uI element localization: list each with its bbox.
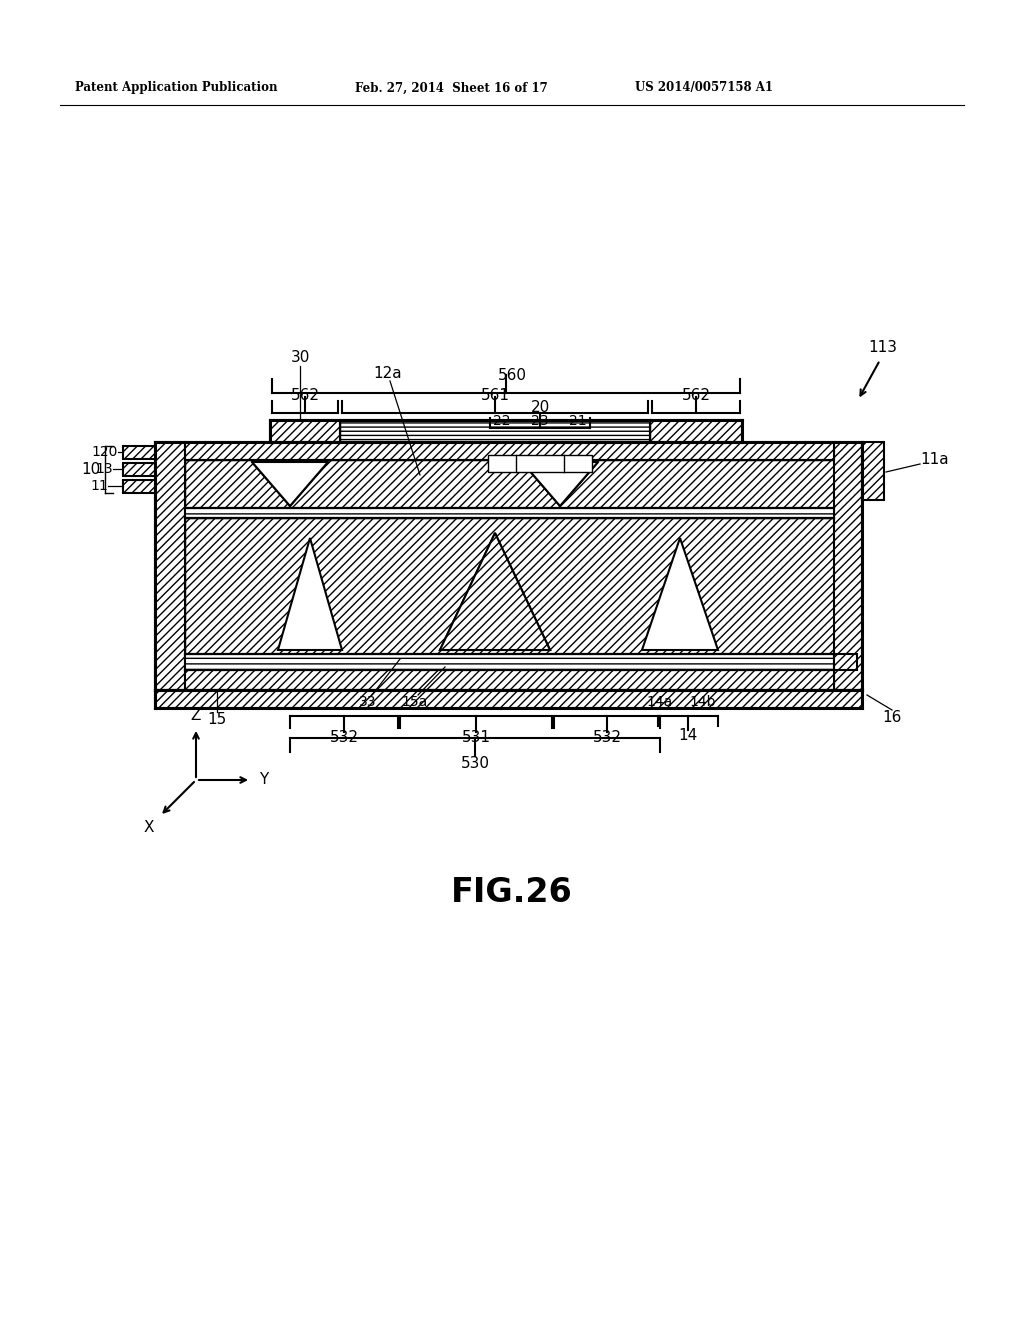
Text: 22: 22 [494, 414, 511, 428]
Text: 532: 532 [330, 730, 358, 746]
Polygon shape [252, 462, 328, 506]
Bar [185, 653, 834, 671]
Text: 12a: 12a [374, 366, 402, 380]
Bar [650, 420, 742, 442]
Text: US 2014/0057158 A1: US 2014/0057158 A1 [635, 82, 773, 95]
Text: Z: Z [190, 709, 201, 723]
Text: 14a: 14a [647, 696, 673, 709]
Bar [123, 446, 155, 459]
Text: 530: 530 [461, 756, 489, 771]
Polygon shape [278, 539, 342, 649]
Text: 33: 33 [359, 696, 377, 709]
Bar [340, 420, 650, 442]
Bar [185, 508, 834, 517]
Bar [488, 455, 592, 473]
Text: 532: 532 [593, 730, 622, 746]
Text: 562: 562 [291, 388, 319, 403]
Bar [185, 671, 834, 690]
Text: 560: 560 [498, 367, 526, 383]
Bar [155, 442, 185, 690]
Text: 15: 15 [208, 713, 226, 727]
Text: 20: 20 [530, 400, 550, 416]
Text: 11a: 11a [920, 453, 948, 467]
Text: 113: 113 [868, 341, 897, 355]
Bar [834, 442, 862, 690]
Bar [185, 459, 834, 508]
Text: 10: 10 [81, 462, 100, 477]
Polygon shape [522, 462, 598, 506]
Bar [862, 442, 884, 500]
Text: 120: 120 [91, 445, 118, 459]
Polygon shape [642, 539, 718, 649]
Text: 15a: 15a [401, 696, 428, 709]
Text: 16: 16 [883, 710, 902, 726]
Bar [834, 653, 857, 671]
Text: 562: 562 [682, 388, 711, 403]
Text: 13: 13 [95, 462, 113, 477]
Text: Y: Y [259, 772, 268, 788]
Text: 23: 23 [531, 414, 549, 428]
Bar [185, 442, 834, 459]
Text: Feb. 27, 2014  Sheet 16 of 17: Feb. 27, 2014 Sheet 16 of 17 [355, 82, 548, 95]
Text: FIG.26: FIG.26 [452, 876, 572, 909]
Text: 14: 14 [678, 729, 697, 743]
Bar [123, 480, 155, 492]
Bar [155, 690, 862, 708]
Text: 14b: 14b [690, 696, 716, 709]
Text: 561: 561 [480, 388, 510, 403]
Text: X: X [143, 821, 155, 836]
Text: Patent Application Publication: Patent Application Publication [75, 82, 278, 95]
Polygon shape [440, 533, 550, 649]
Text: 11: 11 [90, 479, 108, 492]
Text: 531: 531 [462, 730, 490, 746]
Bar [123, 463, 155, 477]
Text: 21: 21 [569, 414, 587, 428]
Polygon shape [440, 533, 550, 649]
Text: 30: 30 [291, 351, 309, 366]
Bar [270, 420, 340, 442]
Bar [185, 517, 834, 653]
